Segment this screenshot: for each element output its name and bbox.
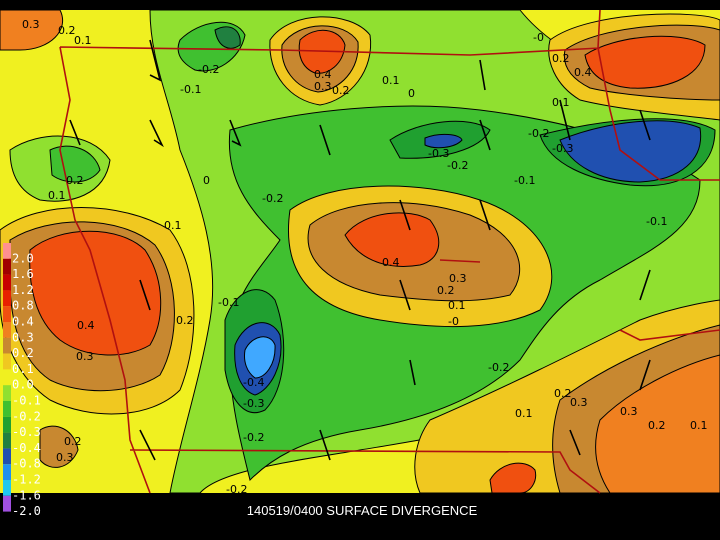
contour-label: 0.2 [66, 174, 84, 187]
contour-label: -0.2 [198, 63, 219, 76]
legend-label: 0.4 [12, 315, 34, 329]
contour-label: 0.1 [74, 34, 92, 47]
contour-label: -0.2 [488, 361, 509, 374]
legend-swatch [3, 337, 11, 354]
legend-label: 0.2 [12, 346, 34, 360]
state-borders [59, 9, 720, 494]
legend-swatch [3, 480, 11, 496]
legend-swatch [3, 464, 11, 480]
contour-label: 0 [203, 174, 210, 187]
legend-swatch [3, 495, 11, 512]
contour-label: 0.2 [648, 419, 666, 432]
contour-label: 0.1 [690, 419, 708, 432]
contour-label: 0.4 [77, 319, 95, 332]
legend-label: -1.2 [12, 473, 41, 487]
wind-barbs [69, 39, 651, 461]
contour-label: -0.4 [243, 376, 264, 389]
contour-label: 0.4 [314, 68, 332, 81]
legend-swatch [3, 243, 11, 259]
contour-label: 0 [408, 87, 415, 100]
legend-label: 0.3 [12, 330, 34, 344]
map-title: 140519/0400 SURFACE DIVERGENCE [247, 503, 478, 518]
contour-label: -0.1 [514, 174, 535, 187]
legend-label: 0.0 [12, 378, 34, 392]
legend-swatch [3, 322, 11, 338]
contour-label: -0.2 [243, 431, 264, 444]
legend-label: 2.0 [12, 251, 34, 265]
legend-swatch [3, 290, 11, 307]
contour-label: -0.3 [243, 397, 264, 410]
contour-label: 0.2 [58, 24, 76, 37]
contour-label: 0.3 [22, 18, 40, 31]
contour-label: 0.3 [449, 272, 467, 285]
contour-label: -0.2 [528, 127, 549, 140]
legend-label: 0.1 [12, 362, 34, 376]
legend-swatch [3, 258, 11, 275]
contour-label: 0.1 [164, 219, 182, 232]
contour-label: 0.2 [554, 387, 572, 400]
legend-swatch [3, 274, 11, 291]
contour-label: -0.3 [552, 142, 573, 155]
legend-label: -2.0 [12, 504, 41, 518]
contour-label: 0.4 [574, 66, 592, 79]
contour-label: 0.2 [437, 284, 455, 297]
contour-label: 0.3 [570, 396, 588, 409]
contour-label: -0.3 [428, 147, 449, 160]
contour-label: 0.1 [448, 299, 466, 312]
legend: 2.0 1.6 1.2 0.8 0.40.3 0.2 0.1 0.0 -0.1-0.2 -0.3 -… [3, 243, 41, 518]
legend-swatch [3, 432, 11, 449]
contour-labels: 0.3 0.20.1-0.2-0.10.40.3 0.20.10-00.20.40.… [22, 18, 708, 496]
legend-label: -0.4 [12, 441, 41, 455]
contour-label: 0.2 [176, 314, 194, 327]
contour-label: 0.2 [332, 84, 350, 97]
contour-label: 0.4 [382, 256, 400, 269]
contour-label: -0.1 [646, 215, 667, 228]
legend-swatch [3, 369, 11, 386]
legend-swatch [3, 353, 11, 370]
legend-label: 1.2 [12, 283, 34, 297]
legend-swatch [3, 306, 11, 322]
contour-label: 0.1 [382, 74, 400, 87]
contour-label: 0.3 [56, 451, 74, 464]
contour-label: 0.2 [64, 435, 82, 448]
legend-label: -0.3 [12, 425, 41, 439]
contour-label: 0.3 [76, 350, 94, 363]
contour-label: 0.3 [620, 405, 638, 418]
legend-label: -0.8 [12, 457, 41, 471]
contour-field [0, 9, 720, 494]
contour-label: -0 [448, 315, 459, 328]
legend-label: -0.2 [12, 409, 41, 423]
contour-label: -0.2 [447, 159, 468, 172]
legend-label: -1.6 [12, 488, 41, 502]
contour-label: 0.2 [552, 52, 570, 65]
contour-label: 0.1 [515, 407, 533, 420]
contour-label: 0.1 [48, 189, 66, 202]
contour-label: -0.2 [262, 192, 283, 205]
contour-label: -0.1 [180, 83, 201, 96]
legend-swatch [3, 401, 11, 417]
contour-label: -0 [533, 31, 544, 44]
legend-label: -0.1 [12, 394, 41, 408]
contour-label: -0.2 [226, 483, 247, 496]
legend-label: 1.6 [12, 267, 34, 281]
legend-swatch [3, 416, 11, 433]
legend-swatch [3, 448, 11, 465]
contour-label: 0.3 [314, 80, 332, 93]
contour-label: 0.1 [552, 96, 570, 109]
legend-label: 0.8 [12, 299, 34, 313]
legend-swatch [3, 385, 11, 401]
contour-label: -0.1 [218, 296, 239, 309]
